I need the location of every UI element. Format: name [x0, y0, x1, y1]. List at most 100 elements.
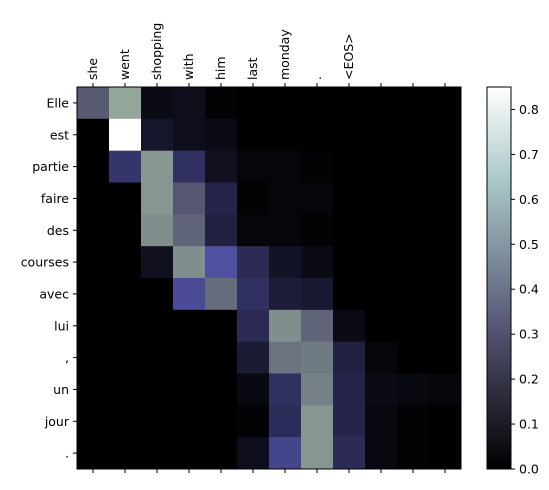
heatmap-cell: [397, 437, 430, 470]
heatmap-cell: [397, 118, 430, 152]
colorbar-tick-label: 0.4: [519, 282, 539, 297]
heatmap-cell: [205, 405, 238, 438]
colorbar-tick-label: 0.7: [519, 147, 539, 162]
heatmap-cell: [109, 118, 142, 152]
heatmap-cell: [205, 182, 238, 215]
heatmap-cell: [141, 246, 174, 279]
heatmap-cell: [173, 182, 206, 215]
heatmap-cell: [205, 246, 238, 279]
heatmap-cell: [429, 278, 462, 311]
heatmap-cell: [237, 87, 270, 120]
heatmap-cell: [301, 341, 334, 374]
heatmap-cell: [269, 214, 302, 247]
heatmap-cell: [333, 87, 366, 120]
heatmap-cell: [109, 437, 142, 470]
heatmap-cell: [237, 278, 270, 311]
heatmap-cell: [205, 373, 238, 406]
heatmap-cell: [109, 182, 142, 215]
heatmap-cell: [205, 309, 238, 343]
heatmap-cell: [301, 309, 334, 343]
heatmap-cell: [397, 150, 430, 183]
colorbar-tick-label: 0.6: [519, 192, 539, 207]
heatmap-cell: [269, 182, 302, 215]
heatmap-cell: [301, 214, 334, 247]
y-tick-label: jour: [44, 414, 70, 429]
heatmap-cell: [301, 405, 334, 438]
heatmap-cell: [237, 309, 270, 343]
y-tick-label: courses: [21, 255, 69, 270]
heatmap-cell: [77, 373, 110, 406]
colorbar-ticks: 0.0 0.1 0.2 0.3 0.4 0.5 0.6 0.7 0.8: [511, 102, 539, 477]
heatmap-cell: [333, 246, 366, 279]
x-axis-ticks: she went shopping with him last monday. <EOS>: [85, 23, 446, 473]
colorbar-tick-label: 0.0: [519, 462, 539, 477]
heatmap-cell: [141, 150, 174, 183]
heatmap-cell: [333, 278, 366, 311]
heatmap-cell: [301, 278, 334, 311]
heatmap-cell: [429, 405, 462, 438]
heatmap-cell: [269, 150, 302, 183]
heatmap-cell: [397, 246, 430, 279]
heatmap-cell: [269, 373, 302, 406]
heatmap-cell: [205, 437, 238, 470]
heatmap-cell: [237, 150, 270, 183]
x-tick-label: with: [181, 53, 196, 80]
colorbar: [486, 86, 512, 470]
y-tick-label: avec: [39, 286, 69, 301]
y-tick-label: des: [47, 223, 69, 238]
heatmap-cell: [109, 87, 142, 120]
heatmap-cell: [269, 246, 302, 279]
heatmap-cell: [333, 373, 366, 406]
colorbar-tick-label: 0.1: [519, 417, 539, 432]
heatmap-cell: [365, 437, 398, 470]
heatmap-cell: [173, 341, 206, 374]
heatmap-cell: [205, 87, 238, 120]
heatmap-cell: [333, 150, 366, 183]
heatmap-cell: [301, 182, 334, 215]
heatmap-cell: [205, 278, 238, 311]
heatmap-cell: [141, 214, 174, 247]
heatmap-cell: [301, 437, 334, 470]
heatmap-cell: [429, 214, 462, 247]
y-tick-label: partie: [32, 159, 69, 174]
heatmap-cell: [301, 246, 334, 279]
heatmap-cell: [269, 341, 302, 374]
heatmap-cell: [109, 214, 142, 247]
heatmap-cell: [365, 182, 398, 215]
y-axis-ticks: Elle est partie faire des courses avec lui, un jo…: [21, 95, 77, 461]
heatmap-cell: [173, 118, 206, 152]
x-tick-label: .: [309, 76, 324, 80]
y-tick-label: un: [53, 382, 69, 397]
heatmap-cell: [205, 341, 238, 374]
heatmap-cell: [365, 309, 398, 343]
y-tick-label: ,: [65, 350, 69, 365]
heatmap-cell: [237, 246, 270, 279]
y-tick-label: est: [50, 127, 69, 142]
heatmap-cell: [333, 214, 366, 247]
heatmap-frame: [76, 86, 462, 470]
x-tick-label: shopping: [149, 23, 164, 80]
heatmap-cell: [237, 437, 270, 470]
heatmap-cell: [173, 405, 206, 438]
heatmap-cell: [77, 309, 110, 343]
heatmap-cell: [173, 437, 206, 470]
colorbar-tick-label: 0.3: [519, 327, 539, 342]
heatmap-cell: [397, 182, 430, 215]
heatmap-cell: [141, 437, 174, 470]
heatmap-cell: [397, 341, 430, 374]
heatmap-cell: [397, 373, 430, 406]
heatmap-cell: [237, 214, 270, 247]
heatmap-cell: [205, 118, 238, 152]
y-tick-label: lui: [54, 318, 69, 333]
heatmap-cell: [141, 341, 174, 374]
heatmap-cell: [173, 87, 206, 120]
colorbar-tick-label: 0.8: [519, 102, 539, 117]
heatmap-cell: [365, 278, 398, 311]
heatmap-cell: [141, 118, 174, 152]
heatmap-cell: [269, 309, 302, 343]
heatmap-cell: [301, 118, 334, 152]
heatmap-cell: [109, 405, 142, 438]
heatmap-cell: [429, 437, 462, 470]
heatmap-cell: [333, 341, 366, 374]
heatmap-cell: [365, 150, 398, 183]
